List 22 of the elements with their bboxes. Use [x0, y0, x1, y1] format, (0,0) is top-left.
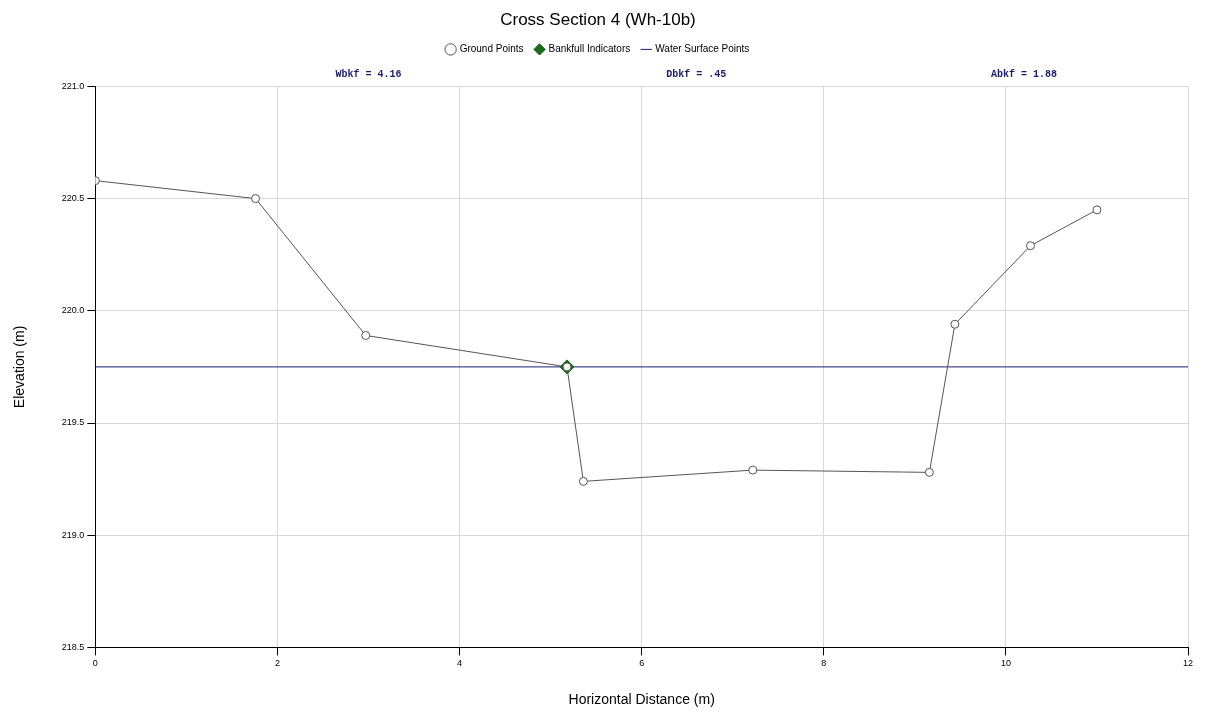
legend-label: Ground Points	[459, 43, 524, 55]
y-tick-label: 218.5	[61, 641, 85, 652]
x-tick-label: 2	[274, 658, 280, 669]
x-tick-label: 6	[639, 658, 645, 669]
y-tick-label: 220.5	[61, 193, 85, 204]
chart-title: Cross Section 4 (Wh-10b)	[500, 9, 696, 29]
x-tick-label: 8	[821, 658, 827, 669]
y-axis-title: Elevation (m)	[11, 325, 28, 409]
x-tick-label: 0	[92, 658, 98, 669]
y-tick-label: 219.0	[61, 529, 85, 540]
x-tick-label: 10	[1000, 658, 1011, 669]
legend-label: Bankfull Indicators	[548, 43, 631, 55]
text: Wbkf = 4.16	[335, 68, 402, 80]
x-tick-label: 4	[457, 658, 463, 669]
y-tick-label: 221.0	[61, 80, 85, 91]
text: Dbkf = .45	[666, 68, 727, 80]
legend-label: Water Surface Points	[655, 43, 750, 55]
y-tick-label: 219.5	[61, 417, 85, 428]
x-tick-label: 12	[1182, 658, 1194, 669]
y-tick-label: 220.0	[61, 305, 85, 316]
x-axis-title: Horizontal Distance (m)	[568, 691, 715, 708]
text: Abkf = 1.88	[991, 68, 1058, 80]
